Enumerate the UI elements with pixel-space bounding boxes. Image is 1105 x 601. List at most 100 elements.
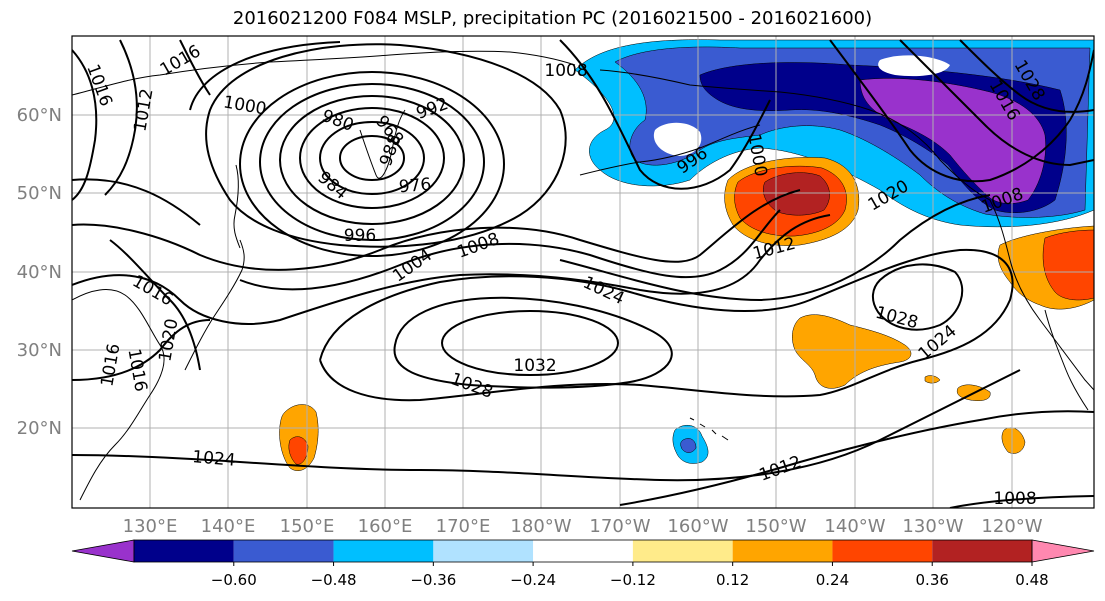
coastline-sakhalin bbox=[233, 164, 241, 249]
isobar-line bbox=[205, 43, 567, 248]
colorbar-tick-label: 0.36 bbox=[916, 571, 949, 589]
isobar-label: 1032 bbox=[513, 356, 556, 376]
colorbar-segment bbox=[632, 540, 733, 562]
colorbar-segment bbox=[233, 540, 334, 562]
isobar-line bbox=[393, 263, 964, 389]
coastlines bbox=[72, 50, 1094, 501]
isobar-line bbox=[899, 39, 1094, 167]
isobar-line bbox=[959, 39, 1094, 113]
latitude-label: 50°N bbox=[17, 183, 62, 204]
colorbar: −0.60 −0.48 −0.36 −0.24 −0.12 0.12 0.24 0.36 0.4… bbox=[71, 539, 1095, 589]
isobar-label-text: 1024 bbox=[191, 447, 236, 471]
isobar-label: 1008 bbox=[544, 61, 587, 81]
colorbar-segment bbox=[333, 540, 434, 562]
longitude-label: 170°E bbox=[436, 516, 491, 537]
isobar-label-text: 1008 bbox=[544, 61, 587, 81]
colorbar-tick-label: −0.12 bbox=[610, 571, 656, 589]
map-frame bbox=[71, 35, 1095, 509]
precip-anomaly-area bbox=[1042, 229, 1094, 301]
colorbar-tick-label: −0.36 bbox=[410, 571, 456, 589]
precip-anomaly-area bbox=[762, 172, 830, 216]
coastline-japan bbox=[184, 239, 245, 371]
isobars bbox=[72, 39, 1094, 508]
isobar-line bbox=[239, 71, 505, 257]
longitude-label: 170°W bbox=[589, 516, 650, 537]
colorbar-segment bbox=[433, 540, 534, 562]
isobar-label-text: 1008 bbox=[993, 489, 1036, 509]
precip-anomaly-area bbox=[653, 122, 702, 156]
coastline-kamchatka bbox=[359, 109, 406, 179]
colorbar-tick-label: −0.60 bbox=[211, 571, 257, 589]
isobar-line bbox=[72, 214, 831, 325]
isobar-line bbox=[949, 495, 1094, 508]
isobar-line bbox=[279, 95, 465, 225]
longitude-label: 160°E bbox=[358, 516, 413, 537]
isobar-line bbox=[339, 135, 405, 181]
isobar-label: 976 bbox=[398, 175, 432, 198]
longitude-label: 150°E bbox=[280, 516, 335, 537]
precip-anomaly-area bbox=[680, 438, 697, 453]
latitude-label: 20°N bbox=[17, 418, 62, 439]
colorbar-segment bbox=[134, 540, 234, 562]
coastline-asia bbox=[72, 289, 165, 501]
isobar-line bbox=[319, 121, 425, 195]
isobar-line bbox=[72, 178, 781, 291]
colorbar-tick-label: 0.24 bbox=[816, 571, 849, 589]
coastline-siberia bbox=[72, 50, 576, 96]
coastline-baja bbox=[1044, 309, 1089, 411]
isobar-line bbox=[619, 410, 1094, 506]
isobar-line bbox=[72, 189, 801, 271]
isobar-line bbox=[259, 83, 485, 241]
isobar-label-text: 996 bbox=[344, 226, 376, 246]
colorbar-tick-label: 0.48 bbox=[1015, 571, 1048, 589]
longitude-label: 120°W bbox=[981, 516, 1042, 537]
longitude-label: 130°W bbox=[902, 516, 963, 537]
coastline-north-america bbox=[989, 199, 1094, 391]
latitude-label: 40°N bbox=[17, 262, 62, 283]
colorbar-tick-label: 0.12 bbox=[716, 571, 749, 589]
precip-anomaly-area bbox=[1001, 427, 1026, 454]
isobar-line bbox=[72, 194, 991, 381]
longitude-label: 130°E bbox=[123, 516, 178, 537]
longitude-label: 180°W bbox=[510, 516, 571, 537]
latitude-label: 30°N bbox=[17, 340, 62, 361]
longitude-labels: 130°E 140°E 150°E 160°E 170°E 180°W 170°W 160°W… bbox=[123, 516, 1043, 537]
isobar-line bbox=[299, 107, 445, 209]
isobar-line bbox=[72, 49, 98, 201]
isobar-line bbox=[104, 39, 138, 196]
map-gridlines bbox=[72, 36, 1094, 508]
isobar-label: 1008 bbox=[993, 489, 1036, 509]
longitude-label: 150°W bbox=[745, 516, 806, 537]
colorbar-frame bbox=[133, 539, 1033, 563]
isobar-line bbox=[109, 239, 201, 371]
figure-title: 2016021200 F084 MSLP, precipitation PC (… bbox=[232, 8, 873, 29]
coastline-aleutians bbox=[579, 124, 761, 176]
isobar-label: 996 bbox=[344, 226, 376, 246]
colorbar-extend-high bbox=[1031, 539, 1095, 563]
colorbar-extend-low bbox=[71, 539, 135, 563]
colorbar-segment bbox=[832, 540, 933, 562]
longitude-label: 160°W bbox=[667, 516, 728, 537]
precip-anomaly-area bbox=[859, 78, 1046, 204]
isobar-line bbox=[319, 248, 1014, 402]
isobar-line bbox=[829, 39, 1094, 183]
colorbar-segment bbox=[932, 540, 1032, 562]
isobar-line bbox=[189, 39, 771, 190]
isobar-line bbox=[72, 369, 1021, 482]
colorbar-tick-label: −0.48 bbox=[311, 571, 357, 589]
colorbar-tick-label: −0.24 bbox=[510, 571, 556, 589]
latitude-labels: 60°N 50°N 40°N 30°N 20°N bbox=[17, 105, 62, 439]
isobar-line bbox=[441, 310, 619, 376]
longitude-label: 140°E bbox=[201, 516, 256, 537]
isobar-label-text: 1032 bbox=[513, 356, 556, 376]
coastline-hawaii bbox=[689, 417, 729, 441]
colorbar-segment bbox=[533, 540, 633, 562]
colorbar-segment bbox=[732, 540, 833, 562]
coastline-alaska bbox=[599, 69, 991, 201]
precip-anomaly-area bbox=[288, 436, 309, 465]
latitude-label: 60°N bbox=[17, 105, 62, 126]
isobar-label: 1024 bbox=[191, 447, 236, 471]
isobar-line bbox=[179, 39, 211, 96]
